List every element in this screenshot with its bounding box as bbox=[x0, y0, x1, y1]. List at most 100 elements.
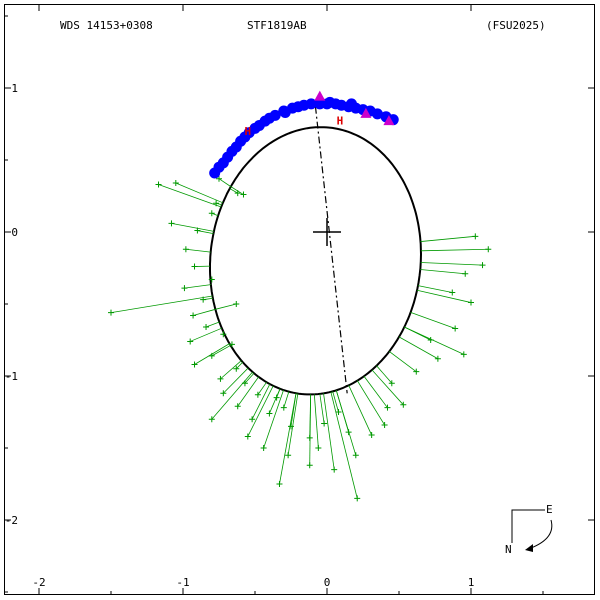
micrometer-point bbox=[468, 299, 474, 306]
micrometer-point bbox=[240, 191, 247, 198]
micrometer-point bbox=[181, 285, 188, 292]
observation-layer: HH bbox=[108, 90, 492, 502]
residual-line bbox=[244, 372, 255, 384]
compass-indicator: E N bbox=[505, 503, 553, 556]
micrometer-point bbox=[233, 365, 240, 372]
residual-line bbox=[235, 361, 243, 370]
micrometer-point bbox=[168, 220, 175, 227]
micrometer-point bbox=[335, 409, 342, 415]
micrometer-point bbox=[266, 410, 273, 417]
residual-line bbox=[184, 284, 211, 289]
micrometer-point bbox=[233, 301, 240, 307]
micrometer-point bbox=[234, 403, 241, 410]
residual-line bbox=[398, 336, 439, 360]
micrometer-point bbox=[249, 416, 256, 423]
residual-line bbox=[309, 394, 312, 466]
residual-line bbox=[185, 248, 211, 253]
residual-line bbox=[190, 327, 222, 342]
y-tick-label: 1 bbox=[11, 82, 18, 95]
micrometer-point bbox=[194, 227, 201, 234]
micrometer-point bbox=[315, 445, 322, 451]
residual-line bbox=[263, 389, 284, 449]
micrometer-point bbox=[434, 355, 441, 362]
compass-rotation-arrow bbox=[530, 519, 553, 549]
micrometer-point bbox=[413, 368, 420, 375]
micrometer-point bbox=[352, 452, 359, 459]
x-tick-label: 0 bbox=[324, 576, 331, 589]
residual-line bbox=[110, 295, 213, 314]
micrometer-point bbox=[234, 190, 241, 197]
speckle-point bbox=[345, 98, 357, 110]
compass-arrowhead-icon bbox=[525, 544, 533, 552]
y-tick-label: -2 bbox=[5, 514, 18, 527]
x-tick-label: 1 bbox=[468, 576, 475, 589]
residual-line bbox=[319, 393, 325, 424]
residual-line bbox=[404, 326, 431, 341]
residual-line bbox=[335, 390, 357, 456]
residual-line bbox=[313, 394, 319, 449]
plot-frame bbox=[4, 4, 595, 595]
residual-line bbox=[420, 269, 466, 275]
residual-line bbox=[269, 388, 281, 414]
x-tick-label: -1 bbox=[176, 576, 189, 589]
micrometer-point bbox=[306, 434, 313, 441]
micrometer-point bbox=[472, 233, 479, 240]
compass-axes bbox=[511, 509, 545, 543]
speckle-point bbox=[371, 108, 383, 120]
micrometer-point bbox=[220, 331, 227, 338]
micrometer-point bbox=[306, 462, 313, 469]
micrometer-point bbox=[276, 481, 283, 487]
x-tick-label: -2 bbox=[32, 576, 45, 589]
micrometer-point bbox=[368, 432, 375, 439]
micrometer-point bbox=[203, 324, 210, 331]
micrometer-point bbox=[208, 352, 215, 359]
residual-line bbox=[158, 184, 222, 208]
micrometer-point bbox=[216, 175, 222, 182]
speckle-point bbox=[269, 109, 281, 121]
residual-line bbox=[230, 186, 244, 195]
micrometer-point bbox=[449, 289, 456, 296]
residual-line bbox=[416, 289, 472, 303]
micrometer-point bbox=[241, 380, 248, 387]
micrometer-point bbox=[217, 375, 224, 382]
residual-line bbox=[323, 393, 335, 470]
micrometer-point bbox=[400, 401, 407, 408]
residual-line bbox=[257, 381, 267, 395]
micrometer-point bbox=[191, 263, 198, 270]
header-wds-id: WDS 14153+0308 bbox=[60, 19, 153, 32]
axes: -2 -1 0 1 1 0 -1 -2 bbox=[5, 5, 594, 594]
speckle-point bbox=[324, 96, 336, 108]
residual-line bbox=[237, 376, 259, 407]
residual-line bbox=[389, 351, 417, 373]
ephemeris-point bbox=[383, 115, 395, 126]
residual-line bbox=[287, 393, 299, 456]
residual-line bbox=[251, 383, 271, 420]
micrometer-point bbox=[213, 200, 220, 207]
y-tick-label: -1 bbox=[5, 370, 18, 383]
micrometer-point bbox=[187, 338, 194, 345]
orbit-ellipse bbox=[209, 126, 423, 396]
residual-line bbox=[220, 360, 242, 380]
residual-line bbox=[410, 312, 456, 329]
residual-line bbox=[215, 303, 237, 310]
micrometer-point bbox=[190, 312, 197, 319]
micrometer-point bbox=[108, 309, 114, 316]
micrometer-point bbox=[280, 404, 287, 411]
speckle-point bbox=[279, 106, 291, 118]
residual-line bbox=[175, 182, 224, 204]
micrometer-point bbox=[384, 404, 391, 411]
residual-line bbox=[283, 391, 290, 408]
residual-layer bbox=[110, 178, 489, 499]
residual-line bbox=[211, 345, 231, 357]
micrometer-point bbox=[354, 495, 361, 502]
micrometer-point bbox=[321, 420, 328, 427]
header-star-name: STF1819AB bbox=[247, 19, 307, 32]
micrometer-point bbox=[479, 262, 486, 269]
y-tick-label: 0 bbox=[11, 226, 18, 239]
residual-line bbox=[247, 385, 274, 437]
residual-line bbox=[171, 222, 214, 232]
micrometer-point bbox=[200, 296, 207, 303]
residual-line bbox=[363, 375, 388, 408]
residual-line bbox=[330, 391, 358, 499]
